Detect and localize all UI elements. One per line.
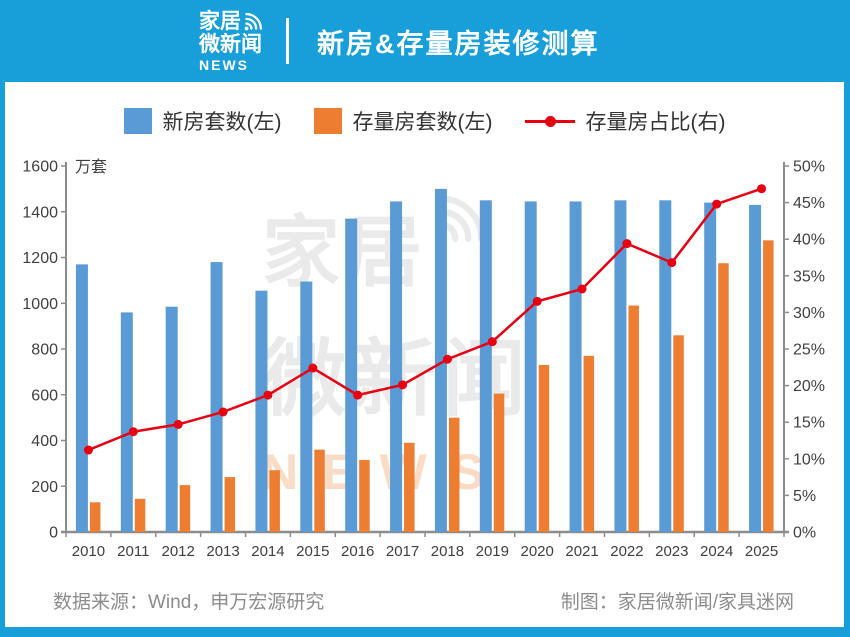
svg-text:2024: 2024 [700, 543, 733, 560]
svg-text:50%: 50% [793, 159, 825, 176]
svg-text:800: 800 [31, 342, 58, 359]
svg-text:200: 200 [31, 479, 58, 496]
legend-label-new-homes: 新房套数(左) [162, 111, 282, 134]
svg-text:2016: 2016 [341, 543, 374, 560]
svg-text:1000: 1000 [22, 296, 58, 313]
svg-text:2011: 2011 [117, 543, 149, 560]
svg-text:1600: 1600 [22, 159, 58, 176]
svg-text:2020: 2020 [521, 543, 554, 560]
legend-item-new-homes: 新房套数(左) [123, 106, 282, 136]
header-banner: 家居 微新闻 NEWS 新房&存量房装修测算 [0, 0, 850, 82]
chart-credit: 制图：家居微新闻/家具迷网 [560, 592, 794, 613]
logo-text-2: 微新闻 [199, 32, 262, 56]
svg-text:5%: 5% [793, 488, 816, 505]
legend-item-existing-homes: 存量房套数(左) [313, 106, 493, 136]
svg-text:25%: 25% [793, 342, 825, 359]
svg-text:2019: 2019 [476, 543, 509, 560]
svg-text:30%: 30% [793, 305, 825, 322]
svg-text:45%: 45% [793, 195, 825, 212]
data-source: 数据来源：Wind，申万宏源研究 [53, 592, 325, 613]
page-title: 新房&存量房装修测算 [317, 28, 600, 59]
svg-text:1400: 1400 [22, 204, 58, 221]
signal-icon [244, 12, 263, 30]
svg-text:2010: 2010 [72, 543, 105, 560]
svg-text:万套: 万套 [75, 158, 107, 176]
legend-label-existing-homes: 存量房套数(左) [352, 111, 493, 134]
svg-text:35%: 35% [793, 268, 825, 285]
svg-text:2025: 2025 [745, 543, 778, 560]
svg-text:2013: 2013 [206, 543, 239, 560]
svg-text:400: 400 [31, 433, 58, 450]
svg-text:2023: 2023 [655, 543, 688, 560]
footer: 数据来源：Wind，申万宏源研究 制图：家居微新闻/家具迷网 [5, 587, 844, 614]
svg-text:2021: 2021 [565, 543, 598, 560]
svg-text:2017: 2017 [386, 543, 419, 560]
header-divider [286, 18, 289, 64]
svg-text:2015: 2015 [296, 543, 329, 560]
legend-line-swatch-ratio [524, 115, 575, 127]
svg-text:10%: 10% [793, 451, 825, 468]
legend-item-ratio: 存量房占比(右) [524, 106, 726, 136]
svg-text:40%: 40% [793, 232, 825, 249]
logo-text-1: 家居 [199, 9, 241, 33]
logo-text-3: NEWS [199, 56, 249, 73]
legend-label-ratio: 存量房占比(右) [585, 111, 726, 134]
svg-text:20%: 20% [793, 378, 825, 395]
svg-text:1200: 1200 [22, 250, 58, 267]
svg-text:0: 0 [49, 525, 58, 542]
legend-swatch-new-homes [123, 108, 152, 134]
legend-swatch-existing-homes [313, 108, 342, 134]
svg-text:2022: 2022 [610, 543, 643, 560]
brand-logo: 家居 微新闻 NEWS [199, 11, 264, 72]
svg-text:2014: 2014 [251, 543, 284, 560]
svg-text:0%: 0% [793, 525, 816, 542]
svg-text:2018: 2018 [431, 543, 464, 560]
legend-line-dot [544, 115, 556, 127]
svg-text:15%: 15% [793, 415, 825, 432]
chart-legend: 新房套数(左) 存量房套数(左) 存量房占比(右) [5, 106, 844, 136]
svg-text:2012: 2012 [162, 543, 195, 560]
svg-text:600: 600 [31, 387, 58, 404]
